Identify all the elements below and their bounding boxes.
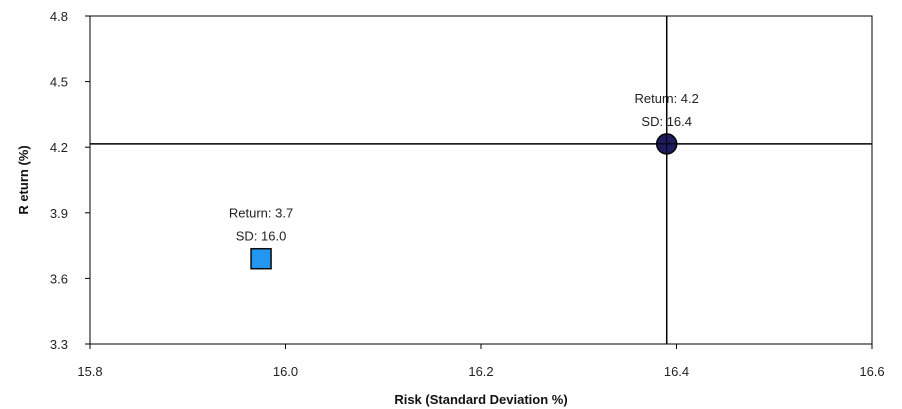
data-points-layer [250, 133, 678, 270]
x-tick-label: 16.6 [859, 364, 884, 379]
point-return-label: Return: 3.7 [229, 206, 293, 221]
y-axis-ticks: 3.3 3.6 3.9 4.2 4.5 4.8 [50, 9, 90, 352]
data-point-square [250, 247, 272, 270]
crosshair-layer [90, 16, 872, 344]
y-axis-title: R eturn (%) [16, 145, 31, 214]
point-sd-label: SD: 16.4 [641, 114, 692, 129]
y-tick-label: 3.9 [50, 206, 68, 221]
plot-area-frame [89, 15, 873, 345]
point-return-label: Return: 4.2 [635, 91, 699, 106]
x-axis-ticks: 15.8 16.0 16.2 16.4 16.6 [77, 344, 885, 379]
point-sd-label: SD: 16.0 [236, 229, 287, 244]
x-tick-label: 15.8 [77, 364, 102, 379]
x-tick-label: 16.0 [273, 364, 298, 379]
y-tick-label: 3.6 [50, 271, 68, 286]
x-axis-title: Risk (Standard Deviation %) [394, 392, 567, 407]
y-tick-label: 3.3 [50, 337, 68, 352]
y-tick-label: 4.8 [50, 9, 68, 24]
x-tick-label: 16.4 [664, 364, 689, 379]
x-tick-label: 16.2 [468, 364, 493, 379]
annotations-layer: Return: 3.7 SD: 16.0 Return: 4.2 SD: 16.4 [229, 91, 699, 244]
y-tick-label: 4.5 [50, 75, 68, 90]
y-tick-label: 4.2 [50, 140, 68, 155]
